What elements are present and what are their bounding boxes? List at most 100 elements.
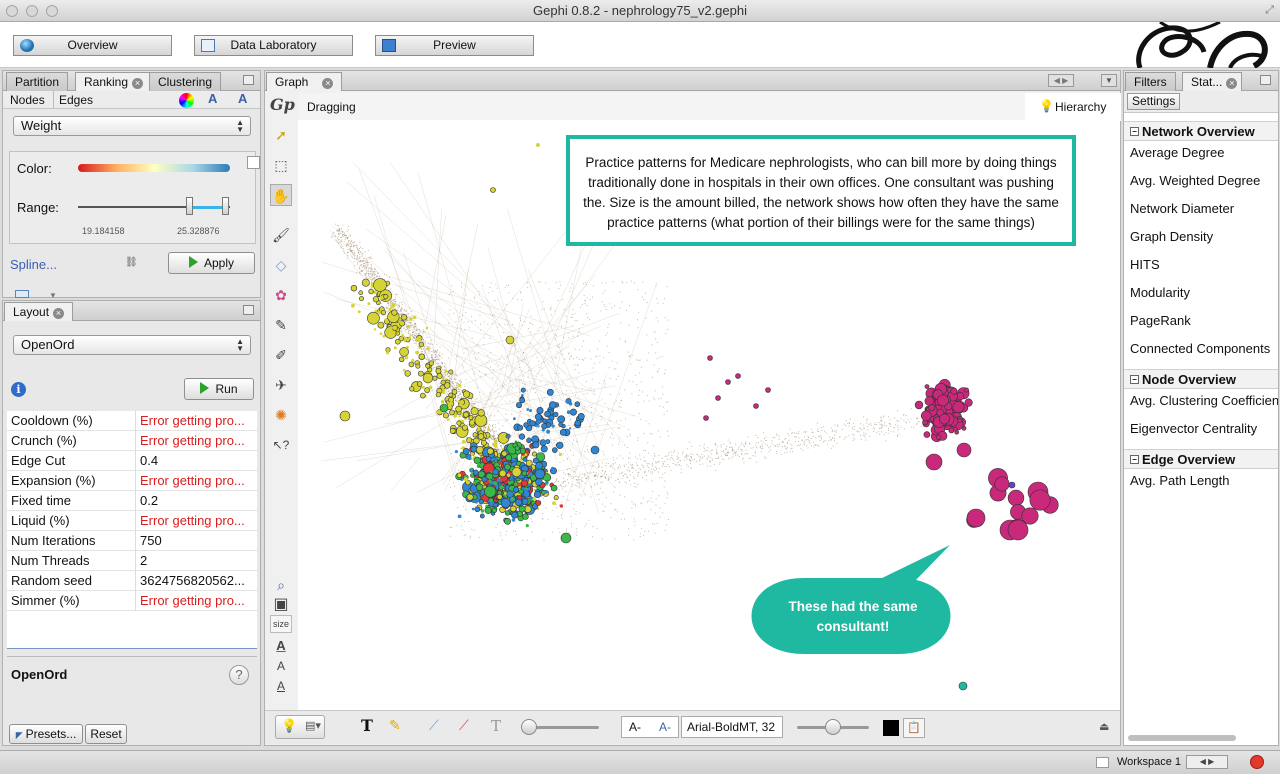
subtab-edges[interactable]: Edges <box>53 91 93 109</box>
preview-mode-button[interactable]: Preview <box>375 35 534 56</box>
yellow-node[interactable] <box>418 341 425 348</box>
label-size-icon[interactable]: A <box>276 659 285 673</box>
clipboard-icon[interactable]: 📋 <box>903 718 925 738</box>
yellow-node[interactable] <box>480 439 487 446</box>
cluster-node[interactable] <box>481 476 488 483</box>
layout-algorithm-select[interactable]: OpenOrd ▲ ▼ <box>13 335 251 355</box>
yellow-node[interactable] <box>472 432 478 438</box>
yellow-node[interactable] <box>383 294 389 300</box>
yellow-node[interactable] <box>415 350 419 355</box>
blue-node[interactable] <box>568 401 573 406</box>
cluster-node[interactable] <box>522 513 529 520</box>
cluster-node[interactable] <box>521 470 528 477</box>
yellow-node[interactable] <box>382 334 386 338</box>
yellow-node[interactable] <box>427 374 431 378</box>
yellow-node[interactable] <box>462 390 471 398</box>
cluster-node[interactable] <box>484 506 492 514</box>
yellow-node[interactable] <box>404 356 409 360</box>
node-size-button[interactable]: size <box>270 615 292 633</box>
palette-icon[interactable]: ✿ <box>275 287 287 303</box>
cluster-node[interactable] <box>475 501 478 504</box>
yellow-node[interactable] <box>384 318 388 322</box>
cluster-node[interactable] <box>533 490 541 499</box>
magenta-node[interactable] <box>707 355 713 361</box>
label-size-handle[interactable] <box>825 719 841 735</box>
font-selector[interactable]: Arial-BoldMT, 32 <box>681 716 783 738</box>
magenta-node[interactable] <box>914 400 924 410</box>
close-tab-icon[interactable]: × <box>132 78 144 89</box>
cluster-node[interactable] <box>521 479 529 487</box>
yellow-node[interactable] <box>406 324 410 329</box>
blue-node[interactable] <box>565 400 569 404</box>
data-laboratory-mode-button[interactable]: Data Laboratory <box>194 35 353 56</box>
yellow-node[interactable] <box>471 419 475 423</box>
show-labels-icon[interactable]: T <box>361 716 373 735</box>
magenta-node[interactable] <box>1007 489 1025 507</box>
close-window-button[interactable] <box>6 5 18 17</box>
purple-node[interactable] <box>1008 481 1016 489</box>
brush-icon[interactable]: 🖌 <box>272 227 290 243</box>
magenta-node[interactable] <box>952 401 965 413</box>
filter-funnel-icon[interactable]: ▼ <box>49 291 57 300</box>
blue-node[interactable] <box>574 420 581 427</box>
blue-node[interactable] <box>516 402 523 409</box>
blue-node[interactable] <box>520 387 526 393</box>
yellow-node[interactable] <box>406 345 409 349</box>
graph-nodes[interactable] <box>339 143 1059 691</box>
cluster-node[interactable] <box>486 447 494 455</box>
yellow-node[interactable] <box>358 290 364 295</box>
cluster-node[interactable] <box>454 450 458 454</box>
stat-section-header[interactable]: − Network Overview <box>1124 121 1278 141</box>
magenta-node[interactable] <box>956 442 972 458</box>
yellow-node[interactable] <box>441 390 446 394</box>
magenta-node[interactable] <box>937 394 949 407</box>
cluster-node[interactable] <box>532 457 539 464</box>
edge-scale-slider[interactable] <box>527 726 599 729</box>
yellow-node[interactable] <box>456 420 462 426</box>
cluster-node[interactable] <box>534 468 546 480</box>
property-row[interactable]: Random seed 3624756820562... <box>7 571 257 591</box>
stat-item[interactable]: Network Diameter <box>1130 201 1235 216</box>
blue-node[interactable] <box>532 441 540 449</box>
label-color-icon[interactable]: A <box>238 91 248 106</box>
yellow-node[interactable] <box>400 314 408 321</box>
yellow-node[interactable] <box>477 426 481 430</box>
help-pointer-icon[interactable]: ↖? <box>272 438 290 452</box>
yellow-node[interactable] <box>416 381 423 387</box>
cluster-node[interactable] <box>491 507 498 513</box>
cluster-node[interactable] <box>494 458 498 461</box>
collapse-toggle-icon[interactable]: − <box>1130 375 1139 384</box>
property-value[interactable]: 0.2 <box>135 491 257 511</box>
cluster-node[interactable] <box>504 492 507 495</box>
cluster-node[interactable] <box>528 472 533 477</box>
property-row[interactable]: Num Iterations 750 <box>7 531 257 551</box>
yellow-node[interactable] <box>485 444 489 447</box>
cluster-node[interactable] <box>498 491 501 494</box>
cluster-node[interactable] <box>558 452 562 456</box>
cluster-node[interactable] <box>525 524 529 528</box>
cluster-node[interactable] <box>550 484 558 492</box>
cluster-node[interactable] <box>518 433 525 440</box>
screenshot-dropdown-icon[interactable]: ▤▾ <box>305 720 321 732</box>
stat-item[interactable]: Avg. Clustering Coefficient <box>1130 393 1278 408</box>
yellow-node[interactable] <box>351 303 355 308</box>
cluster-node[interactable] <box>496 493 503 500</box>
presets-button[interactable]: ◤ Presets... <box>9 724 83 744</box>
cluster-node[interactable] <box>465 479 471 486</box>
teal-node[interactable] <box>958 681 968 691</box>
cluster-node[interactable] <box>489 498 493 503</box>
cluster-node[interactable] <box>484 485 497 498</box>
blue-node[interactable] <box>568 427 572 430</box>
cluster-node[interactable] <box>499 469 507 478</box>
magenta-node[interactable] <box>957 417 963 423</box>
yellow-node[interactable] <box>402 368 406 372</box>
property-value[interactable]: Error getting pro... <box>135 431 257 451</box>
cluster-node[interactable] <box>470 467 473 471</box>
blue-node[interactable] <box>544 410 551 418</box>
cluster-node[interactable] <box>515 498 523 507</box>
yellow-node[interactable] <box>350 285 358 292</box>
property-value[interactable]: 2 <box>135 551 257 571</box>
graph-canvas[interactable]: Practice patterns for Medicare nephrolog… <box>298 120 1120 710</box>
cluster-node[interactable] <box>471 507 475 511</box>
tab-clustering[interactable]: Clustering <box>149 72 222 91</box>
